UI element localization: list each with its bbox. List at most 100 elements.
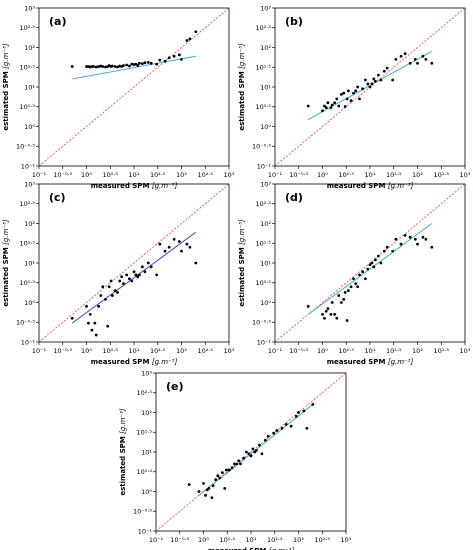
data-point xyxy=(333,101,337,105)
data-point xyxy=(97,304,101,308)
x-tick-label: 10³ xyxy=(224,171,235,179)
data-point xyxy=(363,277,367,281)
data-point xyxy=(247,452,251,456)
data-point xyxy=(366,267,370,271)
data-point xyxy=(345,97,349,101)
y-tick-label: 10¹ xyxy=(24,259,35,267)
data-point xyxy=(97,65,101,68)
data-point xyxy=(340,301,343,304)
y-tick-label: 10²·⁵ xyxy=(136,389,152,397)
data-point xyxy=(122,64,125,67)
data-point xyxy=(120,275,124,279)
data-point xyxy=(177,53,181,57)
x-tick-label: 10²·⁵ xyxy=(197,171,213,179)
data-point xyxy=(93,321,97,325)
data-point xyxy=(194,261,198,265)
y-axis-label: estimated SPM [g.m⁻³] xyxy=(238,43,246,131)
x-tick-label: 10⁻¹ xyxy=(149,536,164,544)
data-point xyxy=(211,484,215,488)
data-point xyxy=(330,301,334,304)
data-point xyxy=(280,426,284,430)
y-axis-label: estimated SPM [g.m⁻³] xyxy=(2,219,10,307)
y-tick-label: 10⁰·⁵ xyxy=(19,103,35,111)
x-tick-label: 10⁰·⁵ xyxy=(102,171,118,179)
data-point xyxy=(143,270,147,274)
x-tick-label: 10¹ xyxy=(365,347,376,355)
data-point xyxy=(185,39,189,42)
y-tick-label: 10¹·⁵ xyxy=(19,64,35,72)
data-point xyxy=(244,450,248,454)
data-point xyxy=(430,245,434,249)
data-point xyxy=(306,104,310,108)
data-point xyxy=(210,496,214,500)
y-tick-label: 10³ xyxy=(141,369,152,377)
data-point xyxy=(188,37,192,41)
data-point xyxy=(354,282,358,286)
data-point xyxy=(233,462,236,466)
x-tick-label: 10⁰ xyxy=(317,347,328,355)
data-point xyxy=(366,82,370,86)
data-point xyxy=(230,466,234,470)
data-point xyxy=(324,106,328,110)
data-point xyxy=(379,78,383,82)
y-axis-label: estimated SPM [g.m⁻³] xyxy=(2,43,10,131)
x-axis-label: measured SPM [g.m⁻³] xyxy=(91,182,178,190)
data-point xyxy=(92,65,95,68)
data-point xyxy=(372,77,376,81)
y-tick-label: 10² xyxy=(141,409,152,417)
data-point xyxy=(321,312,324,316)
data-point xyxy=(284,422,288,426)
data-point xyxy=(263,438,267,442)
data-point xyxy=(311,403,315,406)
panel-label: (a) xyxy=(49,15,66,28)
x-tick-label: 10⁰·⁵ xyxy=(219,536,235,544)
data-point xyxy=(214,478,218,482)
data-point xyxy=(125,63,129,67)
y-tick-label: 10⁰·⁵ xyxy=(255,103,271,111)
x-tick-label: 10²·⁵ xyxy=(197,347,213,355)
x-tick-label: 10³ xyxy=(224,347,235,355)
y-tick-label: 10²·⁵ xyxy=(255,200,271,208)
data-point xyxy=(349,99,353,103)
data-point xyxy=(345,319,349,322)
data-point xyxy=(90,328,94,332)
x-tick-label: 10² xyxy=(176,171,187,179)
data-point xyxy=(140,265,144,269)
data-point xyxy=(223,486,227,490)
data-point xyxy=(416,61,419,65)
y-tick-label: 10⁰ xyxy=(24,299,35,307)
y-tick-label: 10⁰·⁵ xyxy=(19,279,35,287)
data-point xyxy=(408,235,412,239)
data-point xyxy=(101,285,105,289)
data-point xyxy=(194,30,198,34)
data-point xyxy=(70,65,74,68)
x-tick-label: 10³ xyxy=(460,347,471,355)
data-point xyxy=(118,279,122,283)
x-tick-label: 10² xyxy=(176,347,187,355)
data-point xyxy=(158,58,162,62)
data-point xyxy=(356,85,360,89)
data-point xyxy=(235,462,239,466)
data-point xyxy=(224,468,228,472)
data-point xyxy=(352,91,355,95)
x-tick-label: 10¹·⁵ xyxy=(150,171,166,179)
data-point xyxy=(354,89,358,93)
data-point xyxy=(116,65,119,69)
data-point xyxy=(333,312,337,316)
data-point xyxy=(424,237,428,241)
y-tick-label: 10⁻⁰·⁵ xyxy=(252,319,271,327)
data-point xyxy=(379,261,383,265)
data-point xyxy=(255,448,258,452)
data-point xyxy=(177,240,181,243)
data-point xyxy=(257,443,261,447)
y-tick-label: 10⁻⁰·⁵ xyxy=(16,319,35,327)
panel-label: (e) xyxy=(166,380,184,393)
x-tick-label: 10¹·⁵ xyxy=(267,536,283,544)
x-tick-label: 10²·⁵ xyxy=(314,536,330,544)
data-point xyxy=(272,431,276,435)
data-point xyxy=(140,62,144,66)
data-point xyxy=(127,64,131,68)
data-point xyxy=(101,65,105,68)
data-point xyxy=(297,411,300,414)
